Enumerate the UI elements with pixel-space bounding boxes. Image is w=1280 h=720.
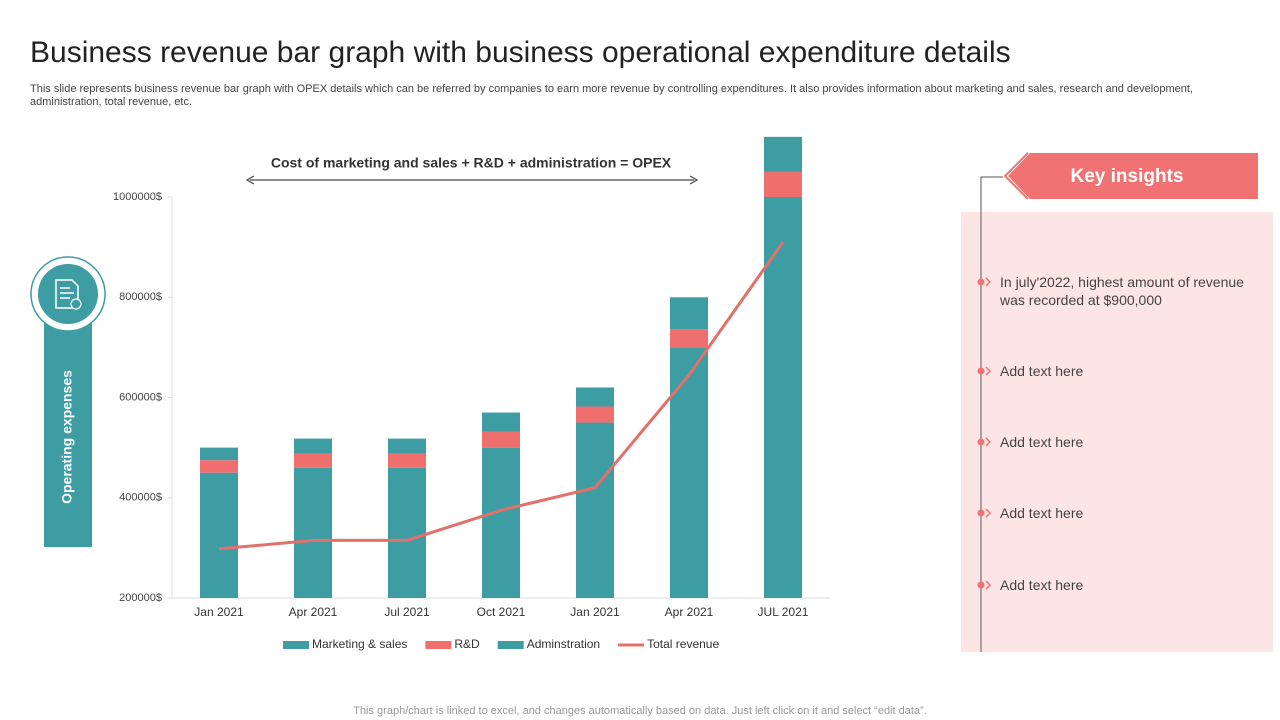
bar-segment	[200, 460, 238, 473]
bar-segment	[388, 438, 426, 454]
y-tick-label: 800000$	[119, 291, 162, 303]
y-tick-label: 600000$	[119, 391, 162, 403]
icon-coin	[70, 298, 82, 310]
bar-segment	[482, 447, 520, 598]
x-tick-label: Apr 2021	[289, 605, 338, 619]
bullet	[977, 278, 985, 286]
bar-segment	[388, 467, 426, 598]
insights-panel	[961, 212, 1273, 652]
bar-segment	[576, 422, 614, 598]
legend-label: Adminstration	[527, 637, 600, 651]
bar-segment	[388, 453, 426, 468]
insight-text: Add text here	[1000, 363, 1084, 379]
insight-text: In july'2022, highest amount of revenue …	[1000, 274, 1244, 308]
bullet-chevron	[985, 508, 992, 518]
bullet	[977, 438, 985, 446]
x-tick-label: Jan 2021	[194, 605, 244, 619]
bar-segment	[294, 453, 332, 468]
bar-segment	[764, 171, 802, 197]
legend-label: Marketing & sales	[312, 637, 407, 651]
x-tick-label: Oct 2021	[477, 605, 526, 619]
subtitle: This slide represents business revenue b…	[30, 83, 1193, 108]
bullet-chevron	[985, 437, 992, 447]
legend-swatch	[497, 641, 524, 649]
insight-text: Add text here	[1000, 434, 1084, 450]
bar-segment	[764, 136, 802, 172]
y-tick-label: 1000000$	[113, 191, 162, 203]
legend-label: Total revenue	[647, 637, 719, 651]
banner-chevron	[1003, 152, 1029, 200]
bar-segment	[294, 438, 332, 454]
x-tick-label: Jul 2021	[384, 605, 430, 619]
legend-swatch	[425, 641, 452, 649]
subtitle-box: This slide represents business revenue b…	[30, 83, 1193, 108]
x-tick-label: Apr 2021	[665, 605, 714, 619]
legend-swatch	[283, 641, 309, 649]
bar-segment	[482, 412, 520, 432]
side-label: Operating expenses	[59, 370, 75, 504]
legend-label: R&D	[454, 637, 480, 651]
bar-segment	[670, 297, 708, 330]
bullet-chevron	[985, 580, 992, 590]
bar-segment	[294, 467, 332, 598]
bar-segment	[482, 431, 520, 448]
arrow-heads	[245, 175, 699, 185]
insights-line	[980, 176, 1003, 652]
bar-segment	[200, 472, 238, 598]
bar-segment	[576, 406, 614, 423]
y-tick-label: 400000$	[119, 492, 162, 504]
bullet	[977, 509, 985, 517]
y-tick-label: 200000$	[119, 592, 162, 604]
title: Business revenue bar graph with business…	[30, 36, 1011, 69]
bar-segment	[200, 447, 238, 461]
bar-segment	[576, 387, 614, 407]
icon	[38, 264, 98, 324]
bullet	[977, 581, 985, 589]
x-tick-label: Jan 2021	[570, 605, 620, 619]
bullet-chevron	[985, 366, 992, 376]
insight-text: Add text here	[1000, 577, 1084, 593]
insight-text: Add text here	[1000, 505, 1084, 521]
insights-banner	[1008, 153, 1258, 199]
x-tick-label: JUL 2021	[758, 605, 809, 619]
bar-segment	[670, 347, 708, 598]
bullet	[977, 367, 985, 375]
side-panel	[44, 300, 92, 547]
bullet-chevron	[985, 277, 992, 287]
icon-doc	[55, 279, 79, 309]
bar-segment	[670, 329, 708, 348]
bar-segment	[764, 197, 802, 598]
footer: This graph/chart is linked to excel, and…	[353, 705, 927, 717]
insights-title: Key insights	[1071, 166, 1184, 187]
annotation: Cost of marketing and sales + R&D + admi…	[271, 155, 672, 171]
revenue-line	[218, 241, 785, 551]
